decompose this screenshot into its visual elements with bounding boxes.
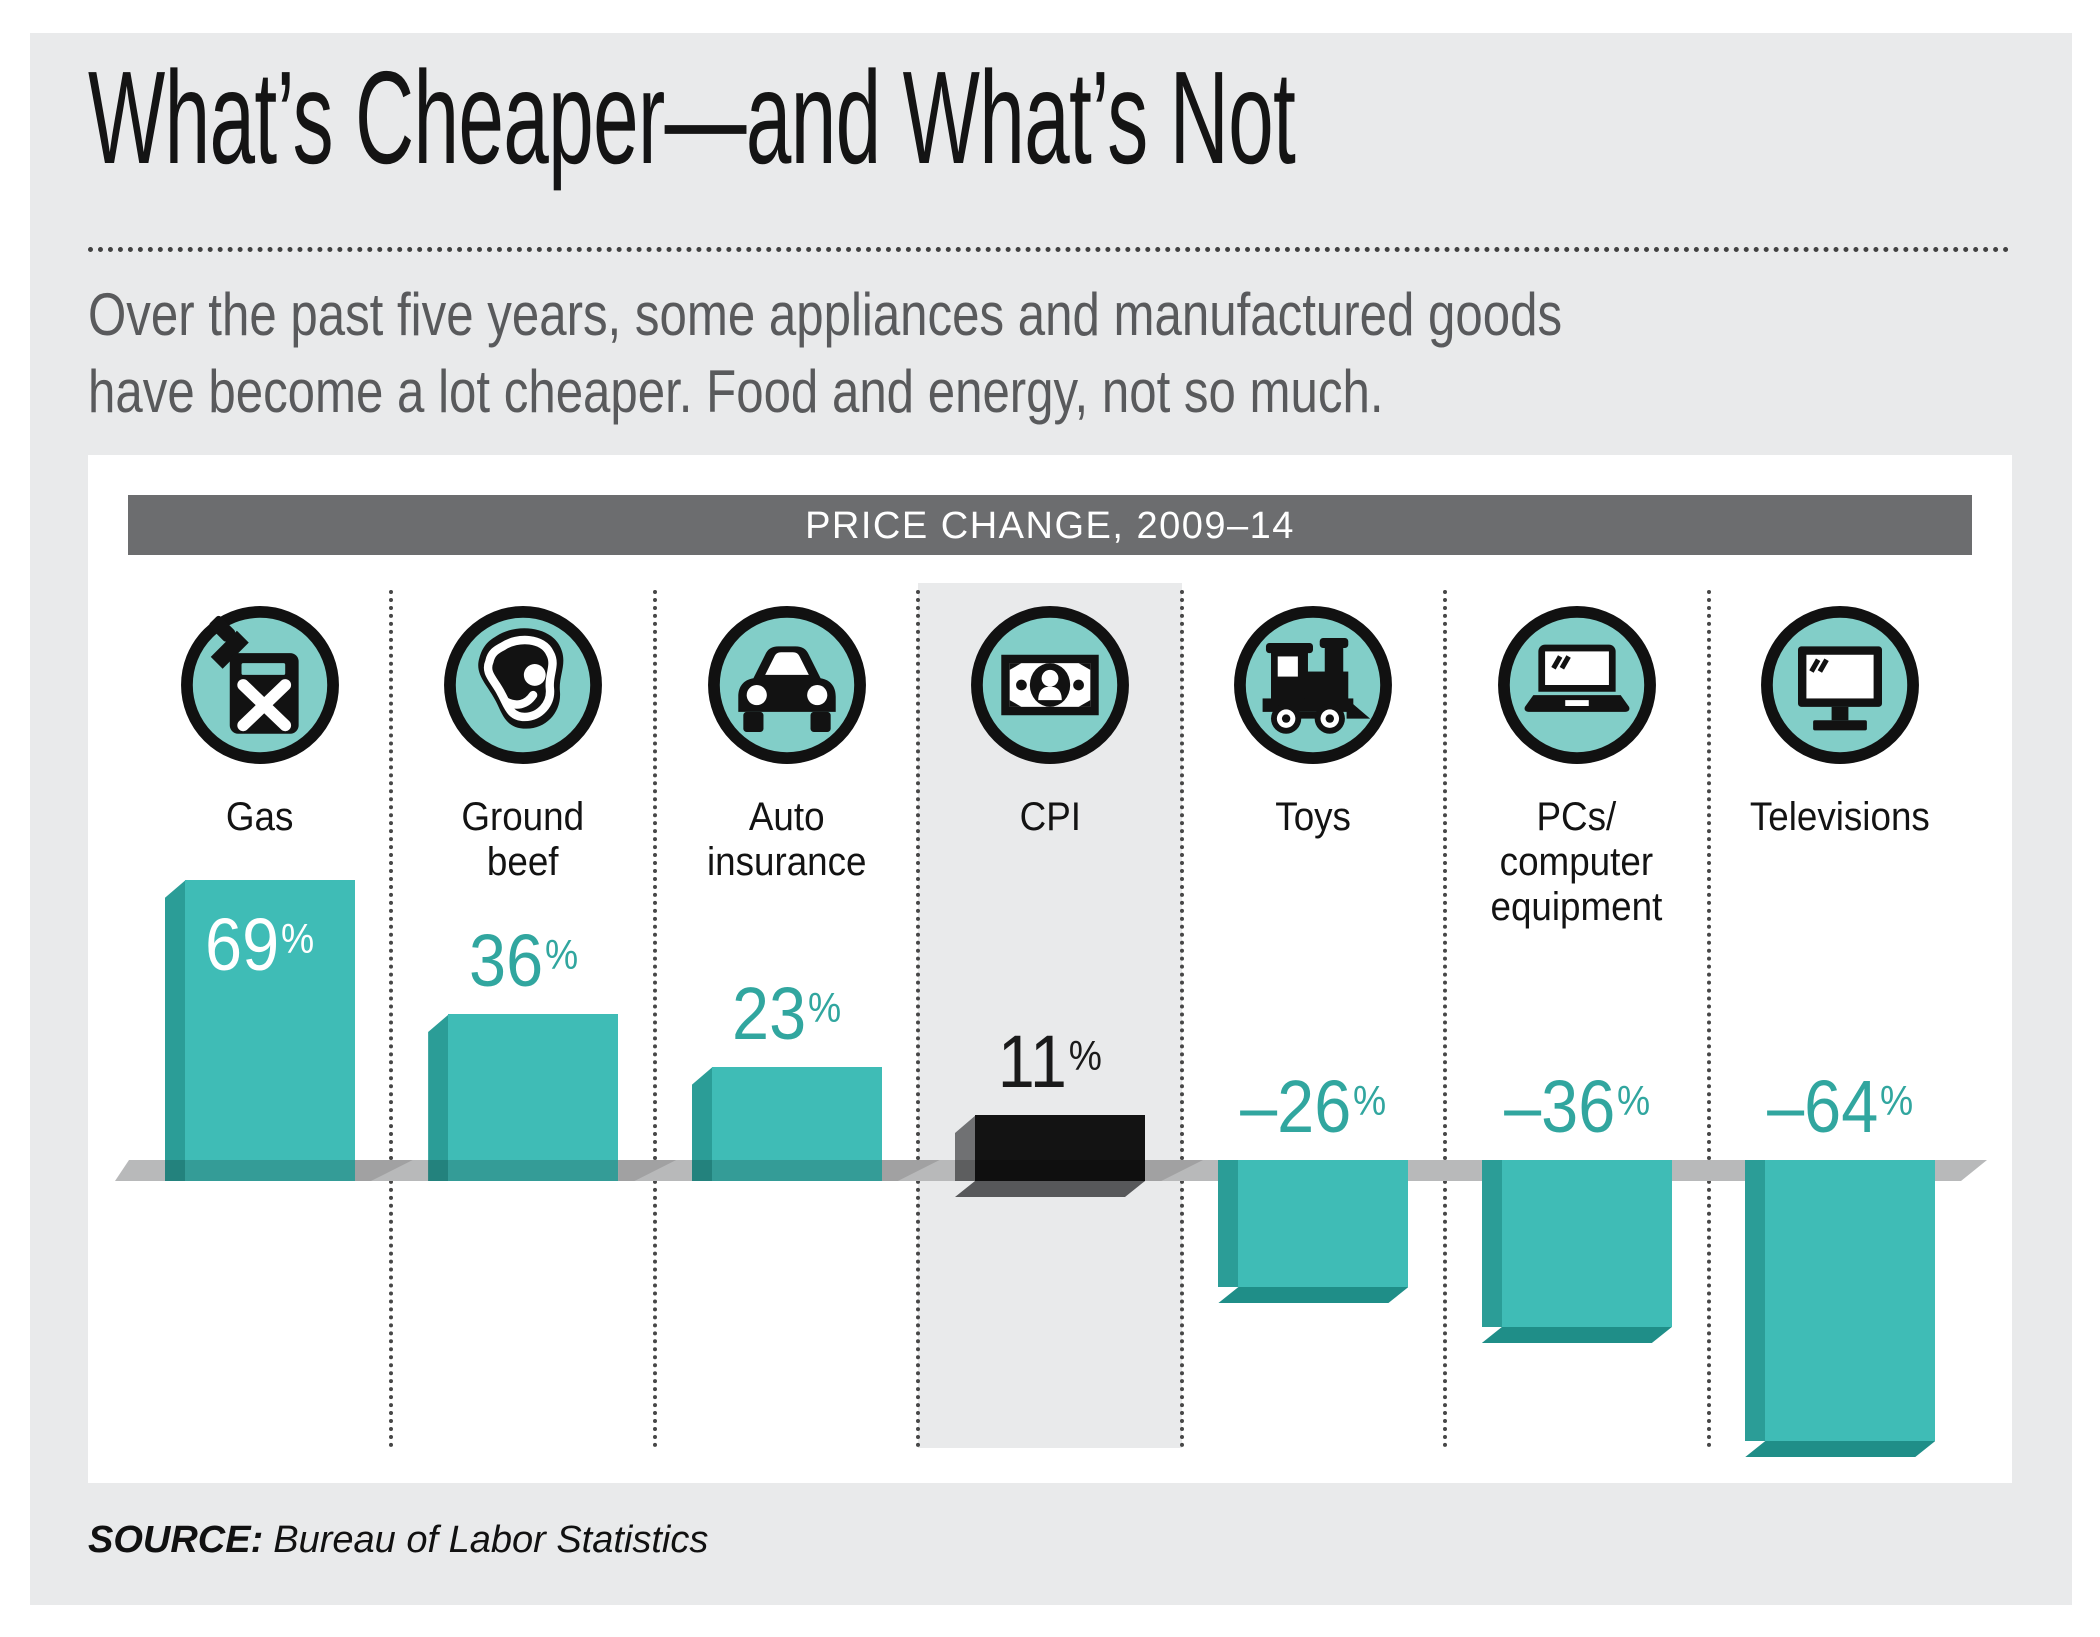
percent-sign: % — [1616, 1076, 1650, 1124]
category-label-text: Toys — [1275, 795, 1352, 839]
bar-televisions-bottom — [1745, 1441, 1935, 1457]
category-label-text: Gas — [225, 795, 294, 839]
chart-panel: PRICE CHANGE, 2009–14 Gas 69% Ground beef 3… — [88, 455, 2012, 1483]
category-label-ground-beef: Ground beef — [391, 795, 654, 885]
tv-icon — [1756, 601, 1924, 769]
bar-gas-side — [164, 880, 186, 1181]
category-label-toys: Toys — [1182, 795, 1445, 840]
column-divider — [389, 590, 394, 1448]
percent-sign: % — [281, 914, 315, 962]
percent-sign: % — [1880, 1076, 1914, 1124]
gas-can-icon — [176, 601, 344, 769]
value-label-cpi: 11% — [910, 1019, 1190, 1104]
source-line: SOURCE: Bureau of Labor Statistics — [88, 1519, 708, 1562]
category-label-televisions: Televisions — [1709, 795, 1972, 840]
bar-pcs-computer-equipment-side — [1481, 1160, 1503, 1327]
bar-televisions-side — [1745, 1160, 1767, 1441]
value-label-text: –26% — [1240, 1065, 1387, 1148]
category-label-cpi: CPI — [918, 795, 1181, 840]
bar-gas-band-overlay — [164, 1160, 355, 1181]
page-panel: What’s Cheaper—and What’s Not Over the p… — [30, 33, 2072, 1605]
toy-train-icon — [1229, 601, 1397, 769]
value-label-ground-beef: 36% — [383, 918, 663, 1003]
category-label-text: CPI — [1019, 795, 1081, 839]
bar-toys-bottom — [1218, 1287, 1408, 1303]
value-label-text: –36% — [1503, 1065, 1650, 1148]
value-label-text: 36% — [468, 919, 578, 1002]
value-label-text: 69% — [205, 903, 315, 986]
percent-sign: % — [807, 983, 842, 1031]
bar-cpi-side — [955, 1115, 976, 1181]
bar-auto-insurance-side — [691, 1067, 713, 1181]
bar-televisions-front — [1765, 1160, 1936, 1441]
value-label-gas: 69% — [120, 902, 400, 987]
bar-pcs-computer-equipment-front — [1501, 1160, 1672, 1327]
value-label-text: 23% — [732, 972, 842, 1055]
steak-icon — [439, 601, 607, 769]
column-divider — [916, 590, 921, 1448]
bar-gas-front — [184, 880, 355, 1181]
source-label: SOURCE: — [88, 1519, 264, 1561]
title-divider — [88, 247, 2010, 252]
category-label-pcs-computer-equipment: PCs/ computer equipment — [1445, 795, 1708, 929]
bar-toys-front — [1238, 1160, 1409, 1287]
bar-auto-insurance-front — [711, 1067, 882, 1181]
plot-area: Gas 69% Ground beef 36% Auto insurance 23% CPI… — [88, 455, 2012, 1483]
value-label-toys: –26% — [1173, 1064, 1453, 1149]
car-icon — [703, 601, 871, 769]
bar-toys-side — [1218, 1160, 1240, 1287]
laptop-icon — [1493, 601, 1661, 769]
bar-ground-beef-band-overlay — [428, 1160, 619, 1181]
bar-pcs-computer-equipment-bottom — [1482, 1327, 1672, 1343]
bar-auto-insurance-band-overlay — [691, 1160, 882, 1181]
bar-ground-beef-side — [428, 1014, 450, 1181]
page-subtitle: Over the past five years, some appliance… — [88, 281, 1563, 425]
category-label-auto-insurance: Auto insurance — [655, 795, 918, 885]
source-text: Bureau of Labor Statistics — [273, 1519, 709, 1561]
category-label-text: Auto insurance — [706, 795, 867, 884]
value-label-auto-insurance: 23% — [647, 971, 927, 1056]
chart-title-bar: PRICE CHANGE, 2009–14 — [128, 495, 1972, 555]
bar-ground-beef-front — [448, 1014, 619, 1181]
money-icon — [966, 601, 1134, 769]
value-label-text: –64% — [1767, 1065, 1914, 1148]
column-divider — [1443, 590, 1448, 1448]
category-label-gas: Gas — [128, 795, 391, 840]
bar-cpi-front — [975, 1115, 1145, 1181]
page-title: What’s Cheaper—and What’s Not — [88, 44, 1296, 191]
column-divider — [1706, 590, 1711, 1448]
value-label-text: 11% — [997, 1020, 1103, 1103]
column-divider — [1179, 590, 1184, 1448]
value-label-pcs-computer-equipment: –36% — [1437, 1064, 1717, 1149]
category-label-text: PCs/ computer equipment — [1490, 795, 1663, 929]
bar-cpi-bottom — [955, 1181, 1145, 1197]
chart-title: PRICE CHANGE, 2009–14 — [805, 505, 1295, 547]
percent-sign: % — [1353, 1076, 1387, 1124]
column-divider — [652, 590, 657, 1448]
bar-cpi-band-overlay — [955, 1160, 1145, 1181]
category-label-text: Televisions — [1750, 795, 1931, 839]
percent-sign: % — [1068, 1031, 1103, 1079]
value-label-televisions: –64% — [1700, 1064, 1980, 1149]
percent-sign: % — [544, 930, 578, 978]
category-label-text: Ground beef — [461, 795, 585, 884]
